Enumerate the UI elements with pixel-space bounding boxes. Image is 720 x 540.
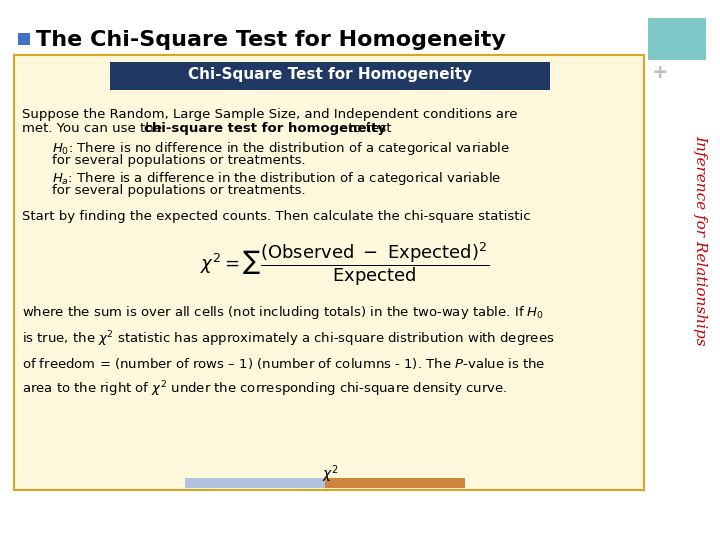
Text: +: + (652, 63, 668, 82)
Text: met. You can use the: met. You can use the (22, 122, 166, 135)
Text: where the sum is over all cells (not including totals) in the two-way table. If : where the sum is over all cells (not inc… (22, 304, 554, 399)
FancyBboxPatch shape (325, 478, 465, 488)
FancyBboxPatch shape (110, 62, 550, 90)
FancyBboxPatch shape (14, 55, 644, 490)
Text: $H_0$: There is no difference in the distribution of a categorical variable: $H_0$: There is no difference in the dis… (52, 140, 510, 157)
Text: chi-square test for homogeneity: chi-square test for homogeneity (144, 122, 386, 135)
Text: for several populations or treatments.: for several populations or treatments. (52, 184, 305, 197)
Text: Inference for Relationships: Inference for Relationships (693, 134, 707, 345)
FancyBboxPatch shape (18, 33, 30, 45)
Text: to test: to test (344, 122, 392, 135)
FancyBboxPatch shape (648, 18, 706, 60)
Text: The Chi-Square Test for Homogeneity: The Chi-Square Test for Homogeneity (36, 30, 506, 50)
Text: Chi-Square Test for Homogeneity: Chi-Square Test for Homogeneity (188, 68, 472, 83)
Text: $\chi^2 = \sum \dfrac{(\mathrm{Observed}\ -\ \mathrm{Expected})^2}{\mathrm{Expec: $\chi^2 = \sum \dfrac{(\mathrm{Observed}… (200, 240, 489, 288)
Text: Suppose the Random, Large Sample Size, and Independent conditions are: Suppose the Random, Large Sample Size, a… (22, 108, 518, 121)
Text: for several populations or treatments.: for several populations or treatments. (52, 154, 305, 167)
Text: Start by finding the expected counts. Then calculate the chi-square statistic: Start by finding the expected counts. Th… (22, 210, 531, 223)
FancyBboxPatch shape (185, 478, 325, 488)
Text: $\chi^2$: $\chi^2$ (322, 463, 338, 485)
Text: $H_a$: There is a difference in the distribution of a categorical variable: $H_a$: There is a difference in the dist… (52, 170, 501, 187)
